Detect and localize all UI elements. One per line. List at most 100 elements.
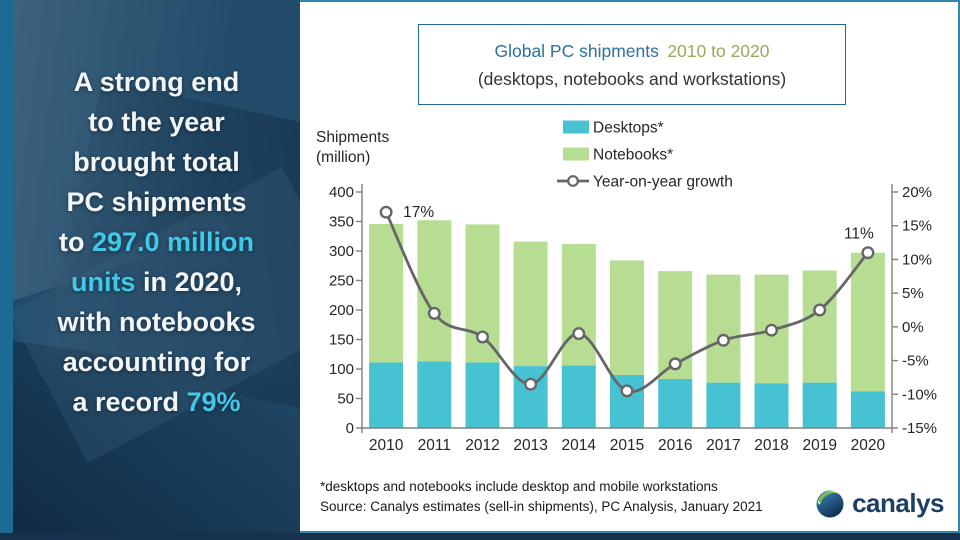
legend-line-marker — [567, 175, 579, 187]
headline-plain-text: to the year — [88, 107, 225, 137]
headline-accent-text: units — [70, 267, 136, 297]
legend-swatch — [563, 120, 589, 134]
bar-segment-notebooks — [706, 274, 741, 383]
x-axis-label: 2012 — [465, 437, 499, 454]
bottom-accent-strip — [0, 533, 960, 540]
line-marker — [427, 306, 441, 320]
chart-title-range: 2010 to 2020 — [667, 40, 770, 61]
headline-line: with notebooks — [19, 302, 294, 342]
line-marker — [620, 384, 634, 398]
bar-segment-desktops — [706, 382, 741, 428]
growth-annotation: 11% — [844, 226, 874, 243]
chart-subtitle: (desktops, notebooks and workstations) — [477, 68, 787, 89]
headline-accent-text: 79% — [186, 387, 241, 417]
bar-segment-notebooks — [369, 223, 404, 363]
x-axis-label: 2015 — [610, 437, 644, 454]
growth-line — [384, 211, 869, 393]
left-axis-tick-label: 350 — [329, 214, 354, 231]
headline-line: to the year — [19, 102, 294, 142]
x-axis-label: 2014 — [562, 437, 597, 454]
bar-segment-notebooks — [417, 220, 452, 362]
headline-plain-text: to — [58, 227, 92, 257]
legend-label: Desktops* — [593, 120, 664, 137]
x-axis-label: 2018 — [754, 437, 788, 454]
left-axis-tick-label: 100 — [329, 361, 354, 378]
headline-plain-text: with notebooks — [57, 307, 256, 337]
headline-line: A strong end — [19, 62, 294, 102]
x-axis-label: 2020 — [851, 437, 886, 454]
y-axis-title-line2: (million) — [316, 149, 371, 166]
bar-segment-notebooks — [513, 241, 548, 367]
headline-plain-text: brought total — [73, 147, 240, 177]
y-axis-title-line1: Shipments — [316, 129, 390, 146]
line-marker — [475, 330, 489, 344]
chart-title-line1: Global PC shipments 2010 to 2020 — [494, 38, 769, 66]
headline-line: units in 2020, — [19, 262, 294, 302]
chart-footnote: *desktops and notebooks include desktop … — [320, 479, 718, 494]
headline-line: a record 79% — [19, 382, 294, 422]
left-axis-tick-label: 0 — [346, 420, 354, 437]
bar-segment-desktops — [561, 365, 596, 428]
bar-segment-desktops — [754, 383, 789, 428]
bar-segment-desktops — [850, 391, 885, 428]
chart-panel: Global PC shipments 2010 to 2020 (deskto… — [300, 0, 960, 533]
headline-line: accounting for — [19, 342, 294, 382]
right-axis-tick-label: -10% — [902, 386, 937, 403]
headline-text: A strong end to the year brought total PC s… — [13, 0, 300, 533]
x-axis-label: 2011 — [418, 437, 451, 454]
line-marker — [668, 357, 682, 371]
x-axis-label: 2019 — [802, 437, 836, 454]
left-axis-tick-label: 400 — [329, 184, 354, 201]
x-axis-label: 2017 — [706, 437, 740, 454]
left-axis-tick-label: 150 — [329, 332, 354, 349]
right-axis-tick-label: -5% — [902, 353, 929, 370]
right-axis-tick-label: 0% — [902, 319, 924, 336]
left-axis-tick-label: 250 — [329, 273, 354, 290]
growth-annotation: 17% — [403, 204, 434, 221]
left-accent-strip — [0, 0, 13, 540]
headline-plain-text: accounting for — [62, 347, 251, 377]
bar-segment-desktops — [802, 382, 837, 428]
left-axis-tick-label: 50 — [337, 391, 354, 408]
headline-line: PC shipments — [19, 182, 294, 222]
headline-plain-text: in 2020, — [135, 267, 243, 297]
x-axis-label: 2013 — [513, 437, 547, 454]
chart-title-box: Global PC shipments 2010 to 2020 (deskto… — [418, 24, 846, 105]
left-axis-tick-label: 300 — [329, 243, 354, 260]
bar-segment-notebooks — [561, 243, 596, 366]
legend-label: Notebooks* — [593, 147, 673, 164]
photo-overlay — [0, 0, 300, 540]
canalys-logo: canalys — [815, 488, 944, 519]
headline-plain-text: PC shipments — [66, 187, 247, 217]
chart-title: Global PC shipments — [494, 40, 659, 61]
x-axis-label: 2016 — [658, 437, 692, 454]
headline-line: brought total — [19, 142, 294, 182]
bar-segment-desktops — [417, 361, 452, 428]
left-axis-tick-label: 200 — [329, 302, 354, 319]
bar-segment-notebooks — [850, 252, 885, 392]
line-marker — [524, 377, 538, 391]
right-axis-tick-label: 15% — [902, 218, 932, 235]
headline-plain-text: a record — [72, 387, 187, 417]
bar-segment-notebooks — [610, 260, 644, 375]
right-axis-tick-label: 5% — [902, 285, 924, 302]
line-marker — [572, 327, 586, 341]
chart-source: Source: Canalys estimates (sell-in shipm… — [320, 499, 763, 514]
x-axis-label: 2010 — [369, 437, 404, 454]
canalys-logo-text: canalys — [852, 488, 944, 518]
line-marker — [765, 323, 779, 337]
headline-plain-text: A strong end — [73, 67, 240, 97]
bar-segment-desktops — [610, 374, 644, 428]
canalys-globe-icon — [816, 490, 844, 517]
legend-label: Year-on-year growth — [593, 174, 733, 191]
line-marker — [861, 246, 875, 260]
legend-swatch — [563, 147, 589, 161]
headline-accent-text: 297.0 million — [91, 227, 255, 257]
line-marker — [379, 205, 393, 219]
right-axis-tick-label: 10% — [902, 251, 932, 268]
bar-segment-notebooks — [802, 270, 837, 383]
shipments-chart: 400 350 300 250 200 150 100 50 0 20% 15% 10% 5% 0% -5%… — [310, 112, 955, 467]
bar-segment-desktops — [465, 362, 500, 428]
bar-segment-desktops — [658, 379, 693, 428]
